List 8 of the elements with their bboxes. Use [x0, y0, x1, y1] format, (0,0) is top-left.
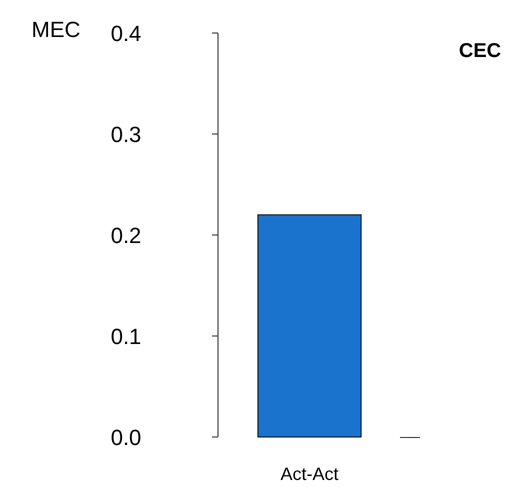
y-tick-label: 0.1: [110, 324, 142, 349]
y-tick-label: 0.2: [110, 222, 142, 248]
y-tick-label: 0.0: [110, 424, 142, 450]
y-tick-label: 0.4: [110, 20, 142, 46]
text: CEC: [458, 40, 502, 62]
y-axis-title: MEC: [32, 16, 81, 42]
y-tick-label: 0.3: [110, 122, 142, 147]
x-tick-label: Act-Act: [280, 464, 339, 484]
